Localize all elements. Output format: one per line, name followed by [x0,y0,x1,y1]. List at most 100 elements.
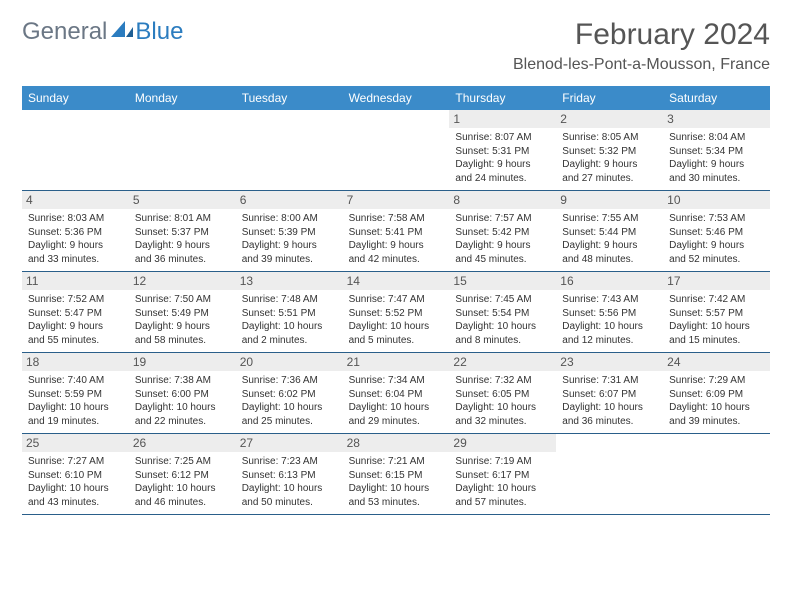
day-number: 14 [343,272,450,290]
sunrise-text: Sunrise: 8:07 AM [455,131,550,145]
sunset-text: Sunset: 6:09 PM [669,388,764,402]
day-cell: 1 Sunrise: 8:07 AMSunset: 5:31 PMDaylight… [449,110,556,190]
sunrise-text: Sunrise: 8:04 AM [669,131,764,145]
sunset-text: Sunset: 5:52 PM [349,307,444,321]
sunset-text: Sunset: 5:56 PM [562,307,657,321]
sunset-text: Sunset: 6:07 PM [562,388,657,402]
sunrise-text: Sunrise: 7:27 AM [28,455,123,469]
daylight-text-2: and 48 minutes. [562,253,657,267]
day-detail: Sunrise: 8:01 AMSunset: 5:37 PMDaylight:… [135,212,230,266]
daylight-text-2: and 33 minutes. [28,253,123,267]
day-number: 3 [663,110,770,128]
daylight-text-1: Daylight: 10 hours [455,482,550,496]
daylight-text-1: Daylight: 10 hours [562,320,657,334]
day-cell: 7Sunrise: 7:58 AMSunset: 5:41 PMDaylight… [343,191,450,271]
day-number: 20 [236,353,343,371]
daylight-text-1: Daylight: 9 hours [135,320,230,334]
daylight-text-1: Daylight: 9 hours [135,239,230,253]
daylight-text-1: Daylight: 9 hours [455,158,550,172]
empty-cell [663,434,770,514]
daylight-text-1: Daylight: 9 hours [669,239,764,253]
day-cell: 16Sunrise: 7:43 AMSunset: 5:56 PMDayligh… [556,272,663,352]
week-row: 18Sunrise: 7:40 AMSunset: 5:59 PMDayligh… [22,353,770,434]
day-number: 8 [449,191,556,209]
empty-cell [556,434,663,514]
day-number: 21 [343,353,450,371]
sunset-text: Sunset: 5:44 PM [562,226,657,240]
sunrise-text: Sunrise: 7:58 AM [349,212,444,226]
day-header-cell: Tuesday [236,86,343,110]
sunrise-text: Sunrise: 7:36 AM [242,374,337,388]
day-detail: Sunrise: 7:23 AMSunset: 6:13 PMDaylight:… [242,455,337,509]
daylight-text-1: Daylight: 9 hours [562,158,657,172]
day-detail: Sunrise: 8:03 AMSunset: 5:36 PMDaylight:… [28,212,123,266]
daylight-text-2: and 19 minutes. [28,415,123,429]
daylight-text-2: and 25 minutes. [242,415,337,429]
sunrise-text: Sunrise: 7:52 AM [28,293,123,307]
day-cell: 5Sunrise: 8:01 AMSunset: 5:37 PMDaylight… [129,191,236,271]
day-cell: 23Sunrise: 7:31 AMSunset: 6:07 PMDayligh… [556,353,663,433]
daylight-text-1: Daylight: 9 hours [349,239,444,253]
day-detail: Sunrise: 7:57 AMSunset: 5:42 PMDaylight:… [455,212,550,266]
day-cell: 2Sunrise: 8:05 AMSunset: 5:32 PMDaylight… [556,110,663,190]
day-detail: Sunrise: 7:38 AMSunset: 6:00 PMDaylight:… [135,374,230,428]
month-title: February 2024 [513,18,770,52]
daylight-text-2: and 52 minutes. [669,253,764,267]
day-header-row: SundayMondayTuesdayWednesdayThursdayFrid… [22,86,770,110]
day-cell: 3 Sunrise: 8:04 AMSunset: 5:34 PMDaylight… [663,110,770,190]
day-number: 17 [663,272,770,290]
header: General Blue February 2024 Blenod-les-Po… [22,18,770,74]
day-detail: Sunrise: 8:04 AMSunset: 5:34 PMDaylight:… [669,131,764,185]
daylight-text-2: and 24 minutes. [455,172,550,186]
day-detail: Sunrise: 7:25 AMSunset: 6:12 PMDaylight:… [135,455,230,509]
daylight-text-1: Daylight: 10 hours [135,401,230,415]
daylight-text-1: Daylight: 10 hours [28,401,123,415]
daylight-text-1: Daylight: 10 hours [242,401,337,415]
sunset-text: Sunset: 6:12 PM [135,469,230,483]
sunrise-text: Sunrise: 7:48 AM [242,293,337,307]
day-number: 6 [236,191,343,209]
sunrise-text: Sunrise: 7:25 AM [135,455,230,469]
daylight-text-2: and 36 minutes. [562,415,657,429]
daylight-text-1: Daylight: 10 hours [242,320,337,334]
day-number: 24 [663,353,770,371]
daylight-text-1: Daylight: 10 hours [349,401,444,415]
sunset-text: Sunset: 5:42 PM [455,226,550,240]
day-number: 13 [236,272,343,290]
day-number: 22 [449,353,556,371]
empty-cell [129,110,236,190]
day-detail: Sunrise: 8:05 AMSunset: 5:32 PMDaylight:… [562,131,657,185]
sunrise-text: Sunrise: 7:19 AM [455,455,550,469]
day-detail: Sunrise: 7:55 AMSunset: 5:44 PMDaylight:… [562,212,657,266]
day-header-cell: Sunday [22,86,129,110]
day-detail: Sunrise: 7:42 AMSunset: 5:57 PMDaylight:… [669,293,764,347]
day-number: 7 [343,191,450,209]
sunset-text: Sunset: 5:34 PM [669,145,764,159]
day-detail: Sunrise: 7:34 AMSunset: 6:04 PMDaylight:… [349,374,444,428]
day-cell: 24 Sunrise: 7:29 AMSunset: 6:09 PMDayligh… [663,353,770,433]
day-cell: 29Sunrise: 7:19 AMSunset: 6:17 PMDayligh… [449,434,556,514]
day-detail: Sunrise: 7:48 AMSunset: 5:51 PMDaylight:… [242,293,337,347]
day-cell: 28Sunrise: 7:21 AMSunset: 6:15 PMDayligh… [343,434,450,514]
daylight-text-1: Daylight: 10 hours [562,401,657,415]
sunrise-text: Sunrise: 7:53 AM [669,212,764,226]
day-detail: Sunrise: 7:29 AMSunset: 6:09 PMDaylight:… [669,374,764,428]
sunset-text: Sunset: 6:15 PM [349,469,444,483]
sunrise-text: Sunrise: 7:32 AM [455,374,550,388]
daylight-text-2: and 29 minutes. [349,415,444,429]
daylight-text-2: and 57 minutes. [455,496,550,510]
daylight-text-1: Daylight: 9 hours [242,239,337,253]
daylight-text-2: and 36 minutes. [135,253,230,267]
sunrise-text: Sunrise: 7:50 AM [135,293,230,307]
day-cell: 25Sunrise: 7:27 AMSunset: 6:10 PMDayligh… [22,434,129,514]
day-detail: Sunrise: 7:43 AMSunset: 5:56 PMDaylight:… [562,293,657,347]
day-detail: Sunrise: 7:50 AMSunset: 5:49 PMDaylight:… [135,293,230,347]
day-number: 27 [236,434,343,452]
sunset-text: Sunset: 5:59 PM [28,388,123,402]
sunset-text: Sunset: 5:31 PM [455,145,550,159]
day-number: 12 [129,272,236,290]
day-number: 1 [449,110,556,128]
day-header-cell: Wednesday [343,86,450,110]
sunrise-text: Sunrise: 7:42 AM [669,293,764,307]
sunset-text: Sunset: 5:51 PM [242,307,337,321]
